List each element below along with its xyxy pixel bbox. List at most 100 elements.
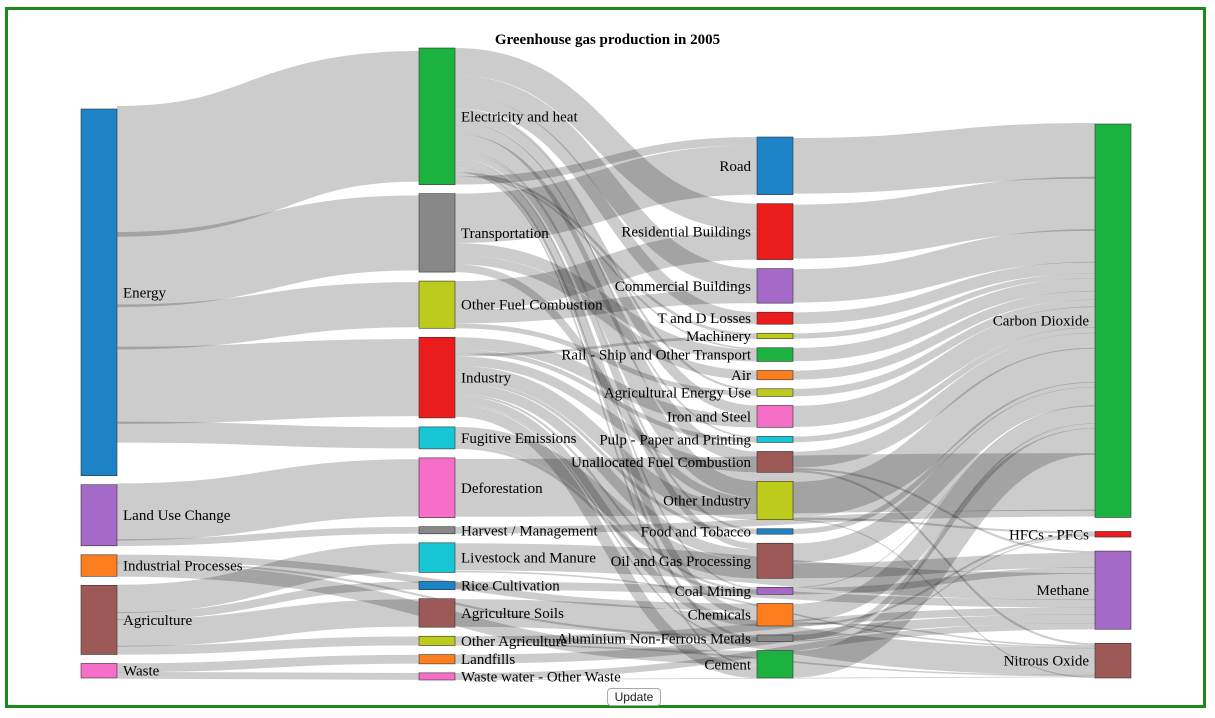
node-agriculture-soils <box>418 598 456 628</box>
link-machinery-to-carbon-dioxide <box>792 273 1096 339</box>
link-electricity-and-heat-to-residential-buildings <box>454 47 758 232</box>
link-electricity-and-heat-to-oil-and-gas-processing <box>454 152 758 550</box>
node-energy <box>80 108 118 476</box>
node-harvest-management <box>418 526 456 535</box>
link-food-and-tobacco-to-carbon-dioxide <box>792 381 1096 535</box>
node-t-and-d-losses <box>756 311 794 325</box>
node-oil-and-gas-processing <box>756 542 794 579</box>
node-agriculture <box>80 585 118 655</box>
link-chemicals-to-hfcs-pfcs <box>792 533 1096 626</box>
label-other-fuel-combustion: Other Fuel Combustion <box>461 298 603 314</box>
label-energy: Energy <box>123 285 167 301</box>
link-transportation-to-road <box>454 145 758 244</box>
link-energy-to-fugitive-emissions <box>116 421 420 449</box>
link-oil-and-gas-processing-to-methane <box>792 552 1096 579</box>
label-chemicals: Chemicals <box>688 608 751 624</box>
sankey-links <box>116 47 1096 681</box>
link-agriculture-to-other-agriculture <box>116 636 420 655</box>
link-industry-to-unallocated-fuel-combustion <box>454 356 758 473</box>
node-rail-ship-and-other-transport <box>756 347 794 362</box>
label-landfills: Landfills <box>461 652 515 668</box>
node-industry <box>418 336 456 419</box>
label-nitrous-oxide: Nitrous Oxide <box>1004 654 1090 670</box>
label-industry: Industry <box>461 371 511 387</box>
label-hfcs-pfcs: HFCs - PFCs <box>1009 527 1089 543</box>
link-cement-to-carbon-dioxide <box>792 428 1096 678</box>
node-nitrous-oxide <box>1094 642 1132 679</box>
link-electricity-and-heat-to-commercial-buildings <box>454 75 758 290</box>
link-other-industry-to-nitrous-oxide <box>792 519 1096 679</box>
link-agriculture-to-agriculture-soils <box>116 599 420 647</box>
node-air <box>756 370 794 381</box>
node-other-agriculture <box>418 635 456 646</box>
update-button[interactable]: Update <box>607 688 661 706</box>
link-industry-to-chemicals <box>454 395 758 626</box>
link-industry-to-other-industry <box>454 365 758 520</box>
label-residential-buildings: Residential Buildings <box>621 225 751 241</box>
link-aluminium-non-ferrous-metals-to-hfcs-pfcs <box>792 535 1096 642</box>
node-land-use-change <box>80 484 118 547</box>
label-industrial-processes: Industrial Processes <box>123 559 243 575</box>
label-t-and-d-losses: T and D Losses <box>658 311 752 327</box>
label-iron-and-steel: Iron and Steel <box>667 409 751 425</box>
link-transportation-to-rail-ship-and-other-transport <box>454 243 758 362</box>
label-rice-cultivation: Rice Cultivation <box>461 579 560 595</box>
link-energy-to-electricity-and-heat <box>116 50 420 237</box>
link-transportation-to-air <box>454 255 758 380</box>
node-fugitive-emissions <box>418 426 456 450</box>
link-other-fuel-combustion-to-agricultural-energy-use <box>454 323 758 396</box>
chart-title: Greenhouse gas production in 2005 <box>494 32 721 48</box>
link-other-fuel-combustion-to-residential-buildings <box>454 231 758 310</box>
node-machinery <box>756 332 794 340</box>
sankey-labels: Energy Land Use Change Industrial Processe… <box>123 109 1089 685</box>
label-air: Air <box>731 368 751 384</box>
node-landfills <box>418 654 456 665</box>
link-electricity-and-heat-to-food-and-tobacco <box>454 150 758 531</box>
label-unallocated-fuel-combustion: Unallocated Fuel Combustion <box>571 455 751 471</box>
node-waste-water-other-waste <box>418 672 456 681</box>
link-land-use-change-to-harvest-management <box>116 526 420 546</box>
label-land-use-change: Land Use Change <box>123 508 231 524</box>
node-methane <box>1094 550 1132 630</box>
link-agriculture-to-rice-cultivation <box>116 581 420 621</box>
node-residential-buildings <box>756 203 794 260</box>
link-chemicals-to-carbon-dioxide <box>792 405 1096 622</box>
label-agricultural-energy-use: Agricultural Energy Use <box>604 386 752 402</box>
node-other-fuel-combustion <box>418 280 456 329</box>
label-fugitive-emissions: Fugitive Emissions <box>461 431 577 447</box>
link-industry-to-machinery <box>454 335 758 357</box>
link-iron-and-steel-to-carbon-dioxide <box>792 306 1096 428</box>
link-industry-to-cement <box>454 405 758 678</box>
link-electricity-and-heat-to-unallocated-fuel-combustion <box>454 122 758 463</box>
label-rail-ship-and-other-transport: Rail - Ship and Other Transport <box>561 348 751 364</box>
link-other-industry-to-hfcs-pfcs <box>792 517 1096 534</box>
link-waste-to-landfills <box>116 654 420 673</box>
link-industry-to-oil-and-gas-processing <box>454 383 758 560</box>
node-carbon-dioxide <box>1094 123 1132 518</box>
link-industry-to-aluminium-non-ferrous-metals <box>454 403 758 642</box>
label-other-industry: Other Industry <box>663 494 751 510</box>
link-electricity-and-heat-to-road <box>454 137 758 185</box>
link-energy-to-transportation <box>116 195 420 308</box>
node-unallocated-fuel-combustion <box>756 451 794 473</box>
label-livestock-and-manure: Livestock and Manure <box>461 551 596 567</box>
link-industry-to-coal-mining <box>454 393 758 592</box>
link-chemicals-to-nitrous-oxide <box>792 622 1096 647</box>
link-commercial-buildings-to-carbon-dioxide <box>792 229 1096 303</box>
link-oil-and-gas-processing-to-carbon-dioxide <box>792 386 1096 563</box>
chart-frame <box>5 7 1206 708</box>
link-rail-ship-and-other-transport-to-carbon-dioxide <box>792 278 1096 362</box>
label-deforestation: Deforestation <box>461 481 543 497</box>
node-waste <box>80 663 118 679</box>
link-aluminium-non-ferrous-metals-to-carbon-dioxide <box>792 423 1096 641</box>
label-waste: Waste <box>123 664 160 680</box>
link-other-fuel-combustion-to-commercial-buildings <box>454 289 758 324</box>
node-commercial-buildings <box>756 268 794 304</box>
link-unallocated-fuel-combustion-to-carbon-dioxide <box>792 332 1096 468</box>
label-methane: Methane <box>1037 583 1090 599</box>
node-agricultural-energy-use <box>756 388 794 397</box>
link-electricity-and-heat-to-coal-mining <box>454 158 758 589</box>
link-industry-to-food-and-tobacco <box>454 380 758 535</box>
label-commercial-buildings: Commercial Buildings <box>615 279 751 295</box>
link-unallocated-fuel-combustion-to-methane <box>792 467 1096 554</box>
